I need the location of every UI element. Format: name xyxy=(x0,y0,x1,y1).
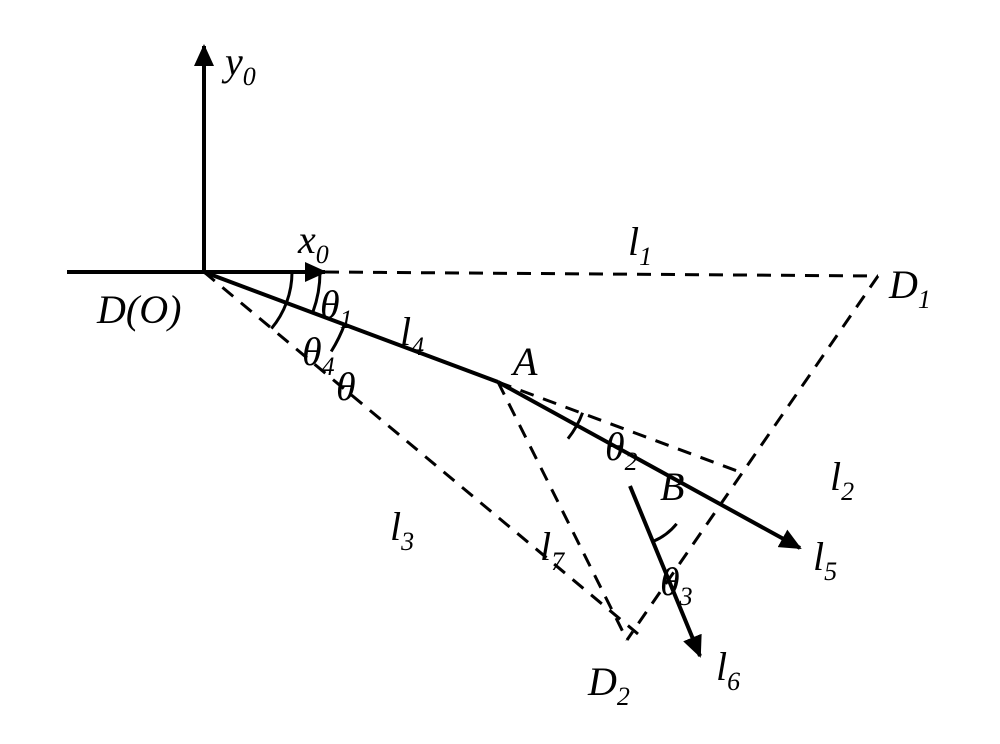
label-y0: y0 xyxy=(221,39,256,91)
label-D1: D1 xyxy=(888,262,931,314)
label-theta3: θ3 xyxy=(660,559,693,611)
geometry-diagram: y0 x0 D(O) θ1θ4θ l4 Al1 D1 θ2 Bl2 l5 l3 l7 θ3 D2 l6 xyxy=(0,0,1000,744)
label-B: B xyxy=(660,464,684,509)
label-l6: l6 xyxy=(716,644,740,696)
label-l1: l1 xyxy=(628,219,652,271)
label-D_O: D(O) xyxy=(96,287,181,332)
label-theta4: θ4 xyxy=(302,329,335,381)
l1-OD1 xyxy=(325,272,878,276)
label-A: A xyxy=(510,339,538,384)
label-theta2: θ2 xyxy=(605,424,638,476)
label-l3: l3 xyxy=(390,504,414,556)
label-l4: l4 xyxy=(400,309,424,361)
label-l7: l7 xyxy=(540,524,565,576)
label-l5: l5 xyxy=(813,534,837,586)
label-D2: D2 xyxy=(587,659,630,711)
label-theta1: θ1 xyxy=(320,282,353,334)
l3-OD2 xyxy=(204,272,638,634)
label-theta: θ xyxy=(336,364,356,409)
label-x0: x0 xyxy=(297,217,329,269)
theta1-arc xyxy=(313,272,320,312)
label-l2: l2 xyxy=(830,454,854,506)
theta3-arc xyxy=(653,524,676,541)
l7-AD2 xyxy=(498,382,627,640)
